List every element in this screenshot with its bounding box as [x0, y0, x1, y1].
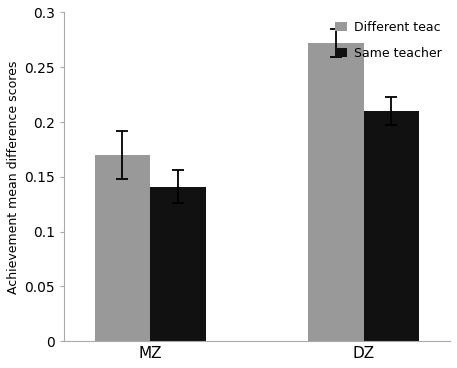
Bar — [308, 43, 363, 341]
Bar — [150, 187, 207, 341]
Y-axis label: Achievement mean difference scores: Achievement mean difference scores — [7, 60, 20, 294]
Bar — [95, 155, 150, 341]
Bar — [363, 111, 420, 341]
Legend: Different teac, Same teacher: Different teac, Same teacher — [332, 19, 444, 62]
